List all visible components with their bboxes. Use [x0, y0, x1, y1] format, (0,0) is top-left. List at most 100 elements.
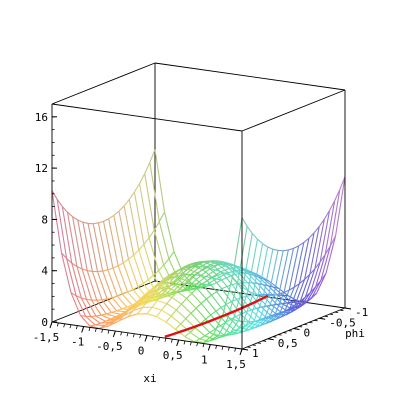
mesh-line [217, 274, 228, 287]
mesh-line [196, 283, 203, 289]
mesh-line [113, 215, 124, 263]
mesh-line [163, 274, 170, 280]
mesh-line [152, 292, 158, 297]
mesh-line [112, 265, 119, 269]
mesh-line [184, 336, 195, 343]
mesh-line [122, 291, 128, 295]
mesh-line [117, 262, 124, 267]
mesh-line [202, 266, 209, 271]
mesh-line [223, 319, 234, 336]
mesh-line [95, 315, 106, 322]
mesh-line [165, 315, 172, 323]
mesh-line [198, 263, 209, 268]
mesh-line [288, 245, 300, 291]
mesh-line [242, 282, 253, 296]
mesh-line [212, 274, 218, 279]
mesh-line [142, 283, 154, 297]
mesh-line [132, 286, 139, 291]
mesh-line [51, 190, 63, 253]
mesh-line [146, 313, 157, 318]
phi-minor-tick [329, 313, 334, 316]
mesh-line [308, 232, 315, 239]
mesh-line [294, 300, 301, 306]
mesh-line [167, 287, 178, 292]
mesh-line [161, 303, 168, 311]
xi-axis-ticks: -1,5 -1 -0,5 0 0,5 1 1,5 [33, 321, 246, 371]
mesh-line [238, 321, 250, 334]
mesh-line [290, 308, 297, 313]
mesh-line [177, 272, 184, 278]
xi-minor-tick [240, 348, 243, 353]
mesh-line [80, 315, 86, 317]
mesh-line [199, 335, 206, 340]
mesh-line [228, 264, 234, 267]
xi-minor-tick [88, 327, 91, 332]
mesh-line [142, 279, 149, 284]
mesh-line [189, 331, 200, 340]
xi-tick-label: 1 [201, 354, 208, 367]
mesh-line [204, 332, 211, 337]
mesh-line [217, 264, 229, 273]
mesh-line [320, 272, 327, 281]
mesh-line [157, 290, 164, 294]
mesh-line [163, 258, 170, 266]
xi-minor-tick [63, 323, 66, 328]
surface-mesh [51, 149, 346, 343]
mesh-line [103, 218, 109, 222]
mesh-line [132, 306, 143, 312]
mesh-line [187, 284, 194, 289]
mesh-line [127, 259, 139, 287]
mesh-line [188, 262, 195, 266]
mesh-line [262, 284, 269, 287]
phi-tick-label: 0 [304, 327, 311, 340]
mesh-line [295, 296, 306, 310]
mesh-line [108, 218, 119, 266]
mesh-line [175, 303, 182, 311]
mesh-line [284, 286, 295, 312]
mesh-line [146, 306, 153, 315]
mesh-line [81, 297, 87, 300]
mesh-line [203, 260, 209, 263]
mesh-line [190, 307, 197, 314]
phi-minor-tick [339, 309, 344, 311]
mesh-line [191, 288, 198, 294]
mesh-line [216, 278, 222, 281]
phi-tick-label: -1 [355, 306, 368, 319]
mesh-line [263, 278, 270, 282]
mesh-line [181, 285, 193, 294]
mesh-line [153, 230, 165, 266]
mesh-line [258, 295, 270, 321]
mesh-line [316, 273, 327, 294]
mesh-line [233, 264, 240, 268]
mesh-line [171, 291, 177, 294]
mesh-line [156, 316, 167, 323]
mesh-line [257, 246, 269, 296]
mesh-line [148, 287, 155, 294]
xi-minor-tick [69, 324, 72, 329]
mesh-line [100, 313, 107, 316]
mesh-line [202, 269, 213, 279]
mesh-line [137, 282, 144, 288]
mesh-line [167, 282, 174, 289]
mesh-line [186, 292, 193, 299]
mesh-line [229, 267, 236, 271]
mesh-line [300, 302, 307, 307]
phi-minor-tick [344, 307, 349, 309]
mesh-line [315, 254, 326, 287]
mesh-line [203, 334, 214, 343]
mesh-line [248, 273, 259, 285]
mesh-line [133, 183, 141, 193]
mesh-line [162, 277, 169, 284]
mesh-line [168, 273, 174, 279]
mesh-line [309, 226, 320, 275]
mesh-line [268, 250, 279, 297]
mesh-line [127, 313, 138, 318]
mesh-line [144, 173, 155, 231]
mesh-line [266, 305, 277, 315]
mesh-line [113, 210, 120, 216]
mesh-line [102, 270, 113, 298]
mesh-line [97, 271, 108, 300]
mesh-line [143, 244, 154, 276]
mesh-line [200, 318, 206, 324]
mesh-line [287, 302, 297, 308]
